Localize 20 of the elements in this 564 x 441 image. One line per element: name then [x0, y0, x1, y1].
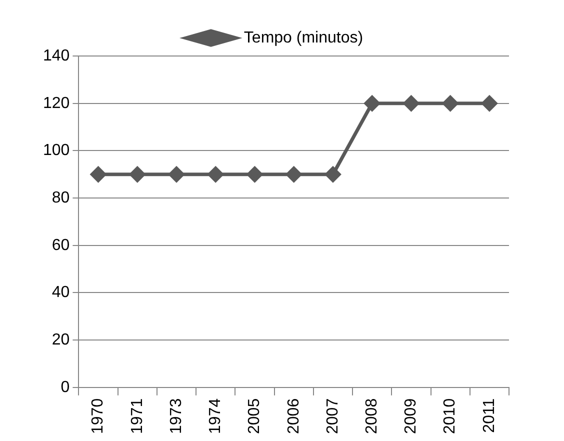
x-tick-label: 1973 — [168, 398, 185, 434]
x-tick-label: 2005 — [246, 398, 264, 434]
x-tick-label: 2006 — [285, 398, 302, 434]
x-tick-label: 1970 — [90, 398, 107, 434]
x-tick-label: 2009 — [402, 398, 420, 434]
x-tick-label: 2011 — [480, 398, 498, 433]
x-tick-label: 2008 — [363, 398, 380, 434]
y-tick-label: 60 — [52, 236, 70, 254]
y-tick-label: 20 — [52, 331, 70, 348]
x-tick-label: 2007 — [324, 398, 342, 434]
legend-label: Tempo (minutos) — [244, 29, 364, 46]
y-tick-label: 120 — [42, 94, 70, 112]
y-tick-label: 80 — [52, 189, 70, 206]
y-tick-label: 0 — [60, 378, 70, 396]
y-tick-label: 140 — [42, 47, 70, 64]
x-tick-label: 1971 — [128, 398, 146, 434]
x-tick-label: 1974 — [207, 398, 224, 434]
y-tick-label: 100 — [42, 142, 70, 160]
x-tick-label: 2010 — [442, 398, 459, 434]
y-tick-label: 40 — [52, 284, 70, 302]
